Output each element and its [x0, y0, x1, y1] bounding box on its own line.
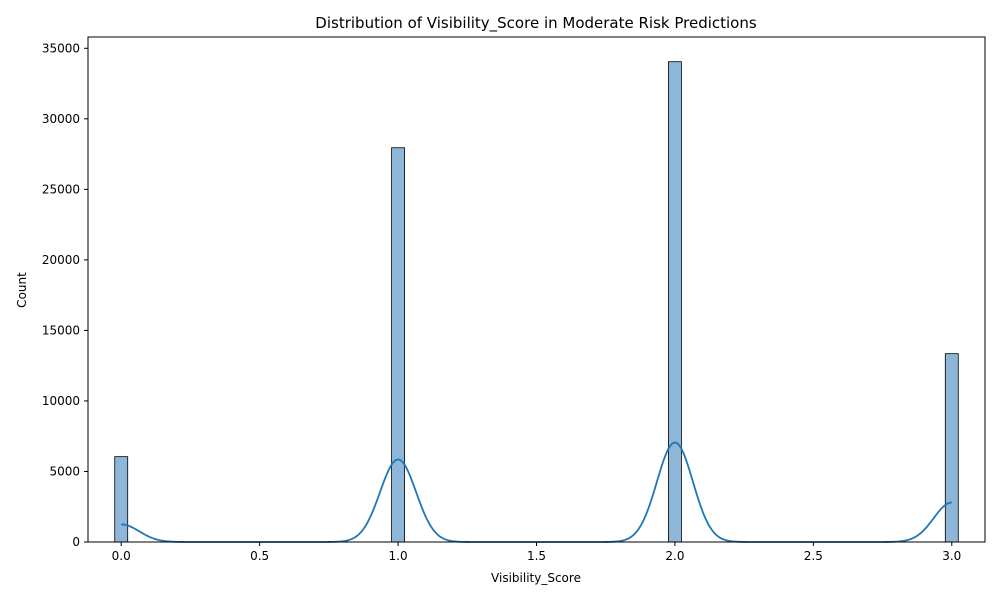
y-tick-label: 10000 [42, 394, 80, 408]
x-tick-label: 1.5 [527, 549, 546, 563]
kde-line [121, 441, 952, 543]
y-tick-label: 25000 [42, 182, 80, 196]
plot-area [114, 61, 959, 543]
y-tick-label: 20000 [42, 253, 80, 267]
y-tick-label: 30000 [42, 112, 80, 126]
x-tick-label: 0.0 [112, 549, 131, 563]
y-tick-label: 15000 [42, 323, 80, 337]
x-tick-label: 2.0 [665, 549, 684, 563]
x-tick-label: 2.5 [804, 549, 823, 563]
x-tick-label: 1.0 [389, 549, 408, 563]
y-axis: 0 5000 10000 15000 20000 25000 30000 35000 [42, 41, 88, 549]
histogram-bar [114, 456, 129, 543]
x-tick-label: 3.0 [942, 549, 961, 563]
histogram-bar [391, 147, 405, 543]
y-tick-label: 5000 [49, 464, 80, 478]
histogram-bar [668, 61, 682, 543]
y-tick-label: 35000 [42, 41, 80, 55]
x-axis-label: Visibility_Score [491, 571, 581, 585]
y-axis-label: Count [15, 272, 29, 308]
chart-title: Distribution of Visibility_Score in Mode… [315, 14, 757, 33]
y-tick-label: 0 [72, 535, 80, 549]
x-axis: 0.0 0.5 1.0 1.5 2.0 2.5 3.0 [112, 542, 961, 563]
histogram-bar [944, 353, 959, 543]
x-tick-label: 0.5 [250, 549, 269, 563]
axes-frame [87, 36, 986, 543]
